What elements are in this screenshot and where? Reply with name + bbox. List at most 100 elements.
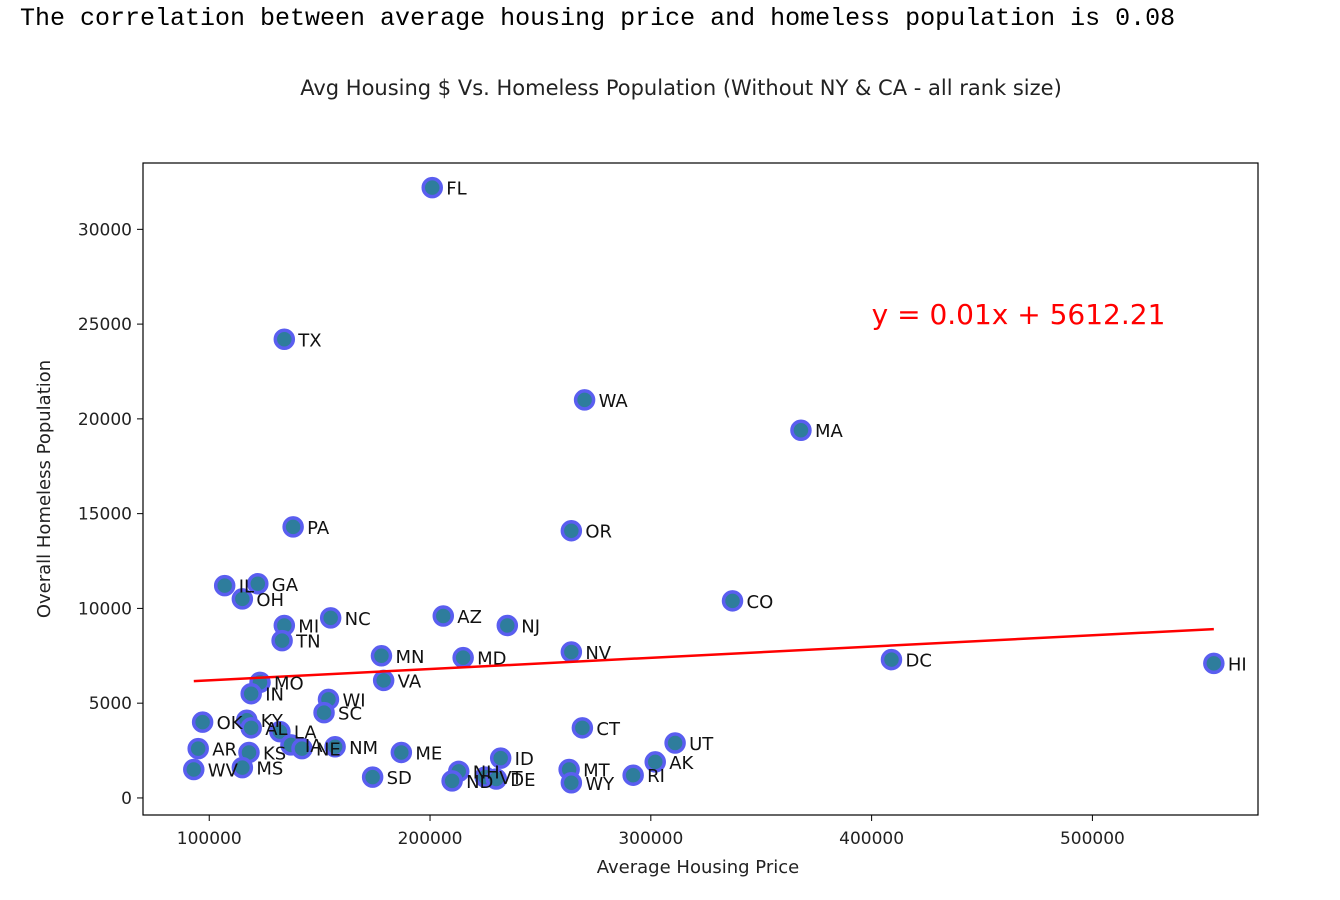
- x-tick-label: 300000: [618, 829, 683, 849]
- x-tick-label: 400000: [839, 829, 904, 849]
- correlation-header: The correlation between average housing …: [20, 4, 1176, 33]
- data-point: [213, 574, 236, 597]
- plot-area: 100000 200000 300000 400000 500000 0 5000 10000…: [78, 176, 1247, 849]
- data-point: [571, 717, 594, 739]
- data-point: [231, 756, 254, 779]
- point-label: IL: [239, 577, 254, 598]
- point-label: NM: [349, 738, 378, 759]
- point-label: NJ: [521, 616, 540, 637]
- data-point: [489, 747, 512, 769]
- point-label: NH: [473, 762, 500, 783]
- point-label: MT: [583, 761, 611, 782]
- data-point: [191, 711, 214, 733]
- data-point: [432, 605, 455, 627]
- point-label: OR: [585, 522, 612, 543]
- point-label: IA: [305, 736, 323, 757]
- y-tick-label: 25000: [78, 315, 132, 335]
- point-label: AK: [669, 753, 694, 774]
- point-label: MI: [298, 616, 319, 637]
- point-label: WY: [585, 774, 615, 795]
- point-label: AL: [265, 719, 287, 740]
- point-label: MO: [274, 673, 304, 694]
- point-label: MD: [477, 649, 506, 670]
- point-label: AR: [212, 740, 237, 761]
- data-point: [273, 328, 296, 351]
- data-point: [313, 701, 335, 724]
- x-tick-label: 200000: [398, 829, 463, 849]
- y-tick-label: 30000: [78, 220, 132, 240]
- data-point: [560, 772, 583, 794]
- point-label: DE: [510, 770, 535, 791]
- point-label: FL: [446, 179, 466, 200]
- regression-equation: y = 0.01x + 5612.21: [872, 298, 1166, 331]
- point-label: LA: [294, 723, 317, 744]
- data-point: [880, 648, 903, 671]
- y-tick-label: 15000: [78, 505, 132, 525]
- point-label: PA: [307, 518, 330, 539]
- point-label: WA: [599, 391, 629, 412]
- x-axis-label: Average Housing Price: [597, 857, 799, 878]
- data-point: [1203, 652, 1225, 675]
- point-label: GA: [272, 575, 299, 596]
- point-label: VT: [499, 768, 523, 789]
- data-point: [247, 573, 269, 595]
- data-point: [790, 419, 812, 441]
- y-tick-label: 20000: [78, 410, 132, 430]
- point-label: KS: [263, 743, 286, 764]
- data-point: [496, 614, 519, 637]
- chart-title: Avg Housing $ Vs. Homeless Population (W…: [300, 76, 1062, 100]
- point-label: ND: [466, 772, 493, 793]
- data-point: [271, 629, 293, 652]
- y-axis-label: Overall Homeless Population: [34, 360, 55, 618]
- data-point: [372, 669, 395, 692]
- y-tick-label: 0: [121, 789, 132, 809]
- point-label: IN: [265, 685, 284, 706]
- data-point: [441, 770, 463, 792]
- y-tick-label: 10000: [78, 599, 132, 619]
- data-point: [282, 516, 304, 538]
- data-point: [187, 737, 209, 760]
- point-label: MA: [815, 421, 844, 442]
- plot-frame: [142, 162, 1259, 816]
- data-point: [452, 646, 474, 669]
- data-point: [370, 645, 393, 667]
- point-label: AZ: [457, 607, 482, 628]
- data-point: [622, 764, 644, 786]
- regression-line: [193, 627, 1214, 683]
- data-point: [573, 389, 596, 411]
- point-label: OH: [256, 590, 284, 611]
- point-label: TN: [295, 632, 320, 653]
- point-label: TX: [297, 330, 321, 351]
- data-point: [240, 682, 262, 705]
- point-label: MN: [395, 647, 424, 668]
- data-point: [269, 720, 291, 743]
- data-point: [183, 758, 205, 781]
- point-label: CT: [596, 719, 621, 740]
- point-label: OK: [217, 713, 244, 734]
- data-point: [664, 732, 686, 754]
- point-label: DC: [905, 651, 931, 672]
- point-label: WV: [208, 761, 239, 782]
- point-label: ID: [515, 749, 534, 770]
- point-label: ME: [415, 743, 442, 764]
- x-tick-label: 500000: [1060, 829, 1125, 849]
- point-label: NV: [585, 643, 611, 664]
- data-point: [421, 176, 443, 199]
- point-label: MS: [256, 759, 283, 780]
- point-label: RI: [647, 766, 665, 787]
- x-tick-label: 100000: [177, 829, 242, 849]
- data-point: [324, 736, 346, 758]
- data-point: [644, 751, 666, 773]
- point-label: KY: [261, 711, 284, 732]
- data-point: [319, 607, 342, 629]
- data-point: [721, 590, 744, 612]
- data-point: [560, 519, 583, 542]
- data-point: [485, 768, 508, 790]
- point-label: UT: [689, 734, 714, 755]
- point-label: SC: [338, 704, 362, 725]
- data-point: [560, 641, 583, 663]
- point-label: VA: [398, 671, 422, 692]
- data-point: [390, 741, 413, 764]
- point-label: SD: [387, 768, 412, 789]
